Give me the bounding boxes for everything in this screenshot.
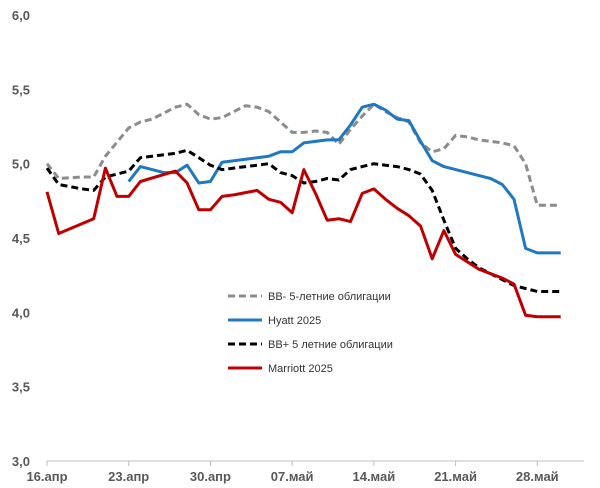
series-line-4 [45,166,561,319]
y-tick-label: 5,0 [12,157,30,172]
x-tick-label: 28.май [516,469,559,484]
legend-label-1: BB- 5-летние облигации [268,291,391,303]
x-tick-label: 21.май [434,469,477,484]
legend-label-4: Marriott 2025 [268,363,333,375]
axes: 3,0 3,5 4,0 4,5 5,0 5,5 6,0 16.апр 23.апр 30.апр 0… [12,8,584,484]
series-line-1 [45,102,561,207]
y-tick-label: 4,5 [12,231,30,246]
legend: BB- 5-летние облигации Hyatt 2025 BB+ 5 ле… [228,291,393,375]
y-tick-label: 3,5 [12,380,30,395]
x-tick-label: 16.апр [26,469,67,484]
legend-label-2: Hyatt 2025 [268,315,321,327]
series-line-2 [127,102,561,255]
legend-label-3: BB+ 5 летние облигации [268,339,393,351]
x-tick-label: 14.май [352,469,395,484]
y-tick-label: 6,0 [12,8,30,23]
series-lines [45,102,561,319]
x-tick-label: 23.апр [108,469,149,484]
y-tick-label: 4,0 [12,305,30,320]
y-tick-label: 3,0 [12,454,30,469]
y-tick-label: 5,5 [12,82,30,97]
x-tick-label: 30.апр [190,469,231,484]
x-tick-label: 07.май [271,469,314,484]
